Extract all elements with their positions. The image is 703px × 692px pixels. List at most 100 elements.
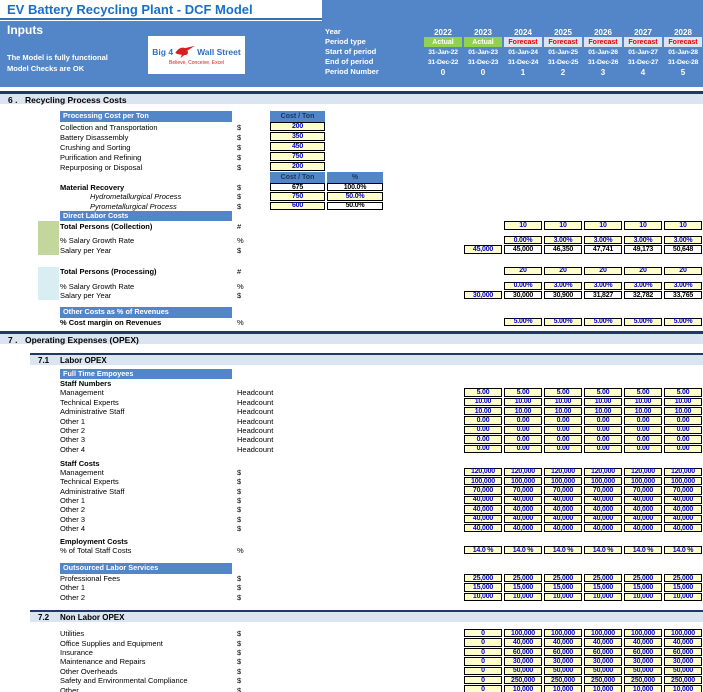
input-cell[interactable]: 10 <box>504 221 542 230</box>
calc-cell[interactable]: 30,900 <box>544 290 582 300</box>
input-cell[interactable]: 5.00% <box>544 317 582 326</box>
input-cell[interactable]: 0.00% <box>504 281 542 290</box>
input-cell[interactable]: 120,000 <box>624 467 662 476</box>
calc-cell[interactable]: 46,350 <box>544 245 582 254</box>
input-cell[interactable]: 0.00 <box>464 425 502 435</box>
input-cell[interactable]: 25,000 <box>624 573 662 583</box>
input-cell[interactable]: 250,000 <box>624 676 662 685</box>
input-cell[interactable]: 40,000 <box>504 638 542 647</box>
input-cell[interactable]: 0.00 <box>584 444 622 453</box>
input-cell[interactable]: 40,000 <box>584 495 622 505</box>
input-cell[interactable]: 10,000 <box>624 685 662 692</box>
input-cell[interactable]: 3.00% <box>624 236 662 245</box>
input-cell[interactable]: 15,000 <box>584 583 622 592</box>
input-cell[interactable]: 40,000 <box>544 495 582 505</box>
input-cell[interactable]: 0.00 <box>544 435 582 444</box>
calc-cell[interactable]: 33,765 <box>664 290 702 300</box>
input-cell[interactable]: 10.00 <box>544 406 582 416</box>
input-cell[interactable]: 30,000 <box>624 657 662 666</box>
input-cell[interactable]: 70,000 <box>544 486 582 495</box>
input-cell[interactable]: 10,000 <box>504 685 542 692</box>
input-cell[interactable]: 10.00 <box>464 397 502 406</box>
input-cell[interactable]: 100,000 <box>504 629 542 638</box>
input-cell[interactable]: 450 <box>270 142 325 151</box>
input-cell[interactable]: 50,000 <box>504 666 542 676</box>
input-cell[interactable]: 5.00 <box>584 388 622 397</box>
input-cell[interactable]: 10.00 <box>504 406 542 416</box>
input-cell[interactable]: 40,000 <box>624 505 662 514</box>
input-cell[interactable]: 5.00 <box>464 388 502 397</box>
input-cell[interactable]: 100,000 <box>624 629 662 638</box>
input-cell[interactable]: 20 <box>544 266 582 276</box>
input-cell[interactable]: 3.00% <box>584 236 622 245</box>
input-cell[interactable]: 25,000 <box>504 573 542 583</box>
input-cell[interactable]: 0.00 <box>544 416 582 425</box>
input-cell[interactable]: 40,000 <box>584 514 622 523</box>
input-cell[interactable]: 14.0 % <box>584 546 622 555</box>
input-cell[interactable]: 0.00 <box>544 425 582 435</box>
input-cell[interactable]: 100,000 <box>464 476 502 486</box>
input-cell[interactable]: 30,000 <box>664 657 702 666</box>
input-cell[interactable]: 120,000 <box>584 467 622 476</box>
input-cell[interactable]: 0.00 <box>504 425 542 435</box>
input-cell[interactable]: 10.00 <box>464 406 502 416</box>
input-cell[interactable]: 0.00 <box>464 416 502 425</box>
input-cell[interactable]: 100,000 <box>624 476 662 486</box>
input-cell[interactable]: 70,000 <box>464 486 502 495</box>
input-cell[interactable]: 45,000 <box>464 245 502 254</box>
input-cell[interactable]: 750 <box>270 152 325 161</box>
input-cell[interactable]: 0 <box>464 666 502 676</box>
calc-cell[interactable]: 50,648 <box>664 245 702 254</box>
input-cell[interactable]: 0 <box>464 638 502 647</box>
input-cell[interactable]: 40,000 <box>624 495 662 505</box>
calc-cell[interactable]: 32,782 <box>624 290 662 300</box>
input-cell[interactable]: 10.00 <box>544 397 582 406</box>
input-cell[interactable]: 40,000 <box>464 505 502 514</box>
input-cell[interactable]: 0 <box>464 657 502 666</box>
input-cell[interactable]: 40,000 <box>464 495 502 505</box>
input-cell[interactable]: 100,000 <box>544 476 582 486</box>
input-cell[interactable]: 15,000 <box>544 583 582 592</box>
input-cell[interactable]: 40,000 <box>664 505 702 514</box>
calc-cell[interactable]: 31,827 <box>584 290 622 300</box>
input-cell[interactable]: 50,000 <box>664 666 702 676</box>
input-cell[interactable]: 25,000 <box>464 573 502 583</box>
input-cell[interactable]: 20 <box>664 266 702 276</box>
input-cell[interactable]: 40,000 <box>584 505 622 514</box>
input-cell[interactable]: 120,000 <box>544 467 582 476</box>
input-cell[interactable]: 10,000 <box>544 685 582 692</box>
input-cell[interactable]: 0.00 <box>664 435 702 444</box>
input-cell[interactable]: 14.0 % <box>544 546 582 555</box>
input-cell[interactable]: 70,000 <box>584 486 622 495</box>
input-cell[interactable]: 40,000 <box>544 523 582 533</box>
input-cell[interactable]: 40,000 <box>504 514 542 523</box>
input-cell[interactable]: 40,000 <box>664 523 702 533</box>
input-cell[interactable]: 0.00 <box>544 444 582 453</box>
input-cell[interactable]: 0 <box>464 647 502 657</box>
input-cell[interactable]: 25,000 <box>584 573 622 583</box>
input-cell[interactable]: 10,000 <box>504 592 542 602</box>
input-cell[interactable]: 60,000 <box>624 647 662 657</box>
input-cell[interactable]: 5.00% <box>664 317 702 326</box>
input-cell[interactable]: 60,000 <box>504 647 542 657</box>
input-cell[interactable]: 40,000 <box>544 514 582 523</box>
input-cell[interactable]: 40,000 <box>624 523 662 533</box>
input-cell[interactable]: 250,000 <box>504 676 542 685</box>
input-cell[interactable]: 750 <box>270 192 325 201</box>
input-cell[interactable]: 0.00 <box>504 435 542 444</box>
input-cell[interactable]: 5.00% <box>504 317 542 326</box>
input-cell[interactable]: 0 <box>464 629 502 638</box>
input-cell[interactable]: 0.00% <box>504 236 542 245</box>
input-cell[interactable]: 10.00 <box>584 397 622 406</box>
input-cell[interactable]: 70,000 <box>504 486 542 495</box>
input-cell[interactable]: 60,000 <box>544 647 582 657</box>
calc-cell[interactable]: 47,741 <box>584 245 622 254</box>
input-cell[interactable]: 40,000 <box>664 514 702 523</box>
input-cell[interactable]: 5.00 <box>544 388 582 397</box>
input-cell[interactable]: 30,000 <box>464 290 502 300</box>
input-cell[interactable]: 15,000 <box>504 583 542 592</box>
input-cell[interactable]: 25,000 <box>544 573 582 583</box>
input-cell[interactable]: 0.00 <box>624 416 662 425</box>
input-cell[interactable]: 200 <box>270 122 325 131</box>
input-cell[interactable]: 14.0 % <box>624 546 662 555</box>
